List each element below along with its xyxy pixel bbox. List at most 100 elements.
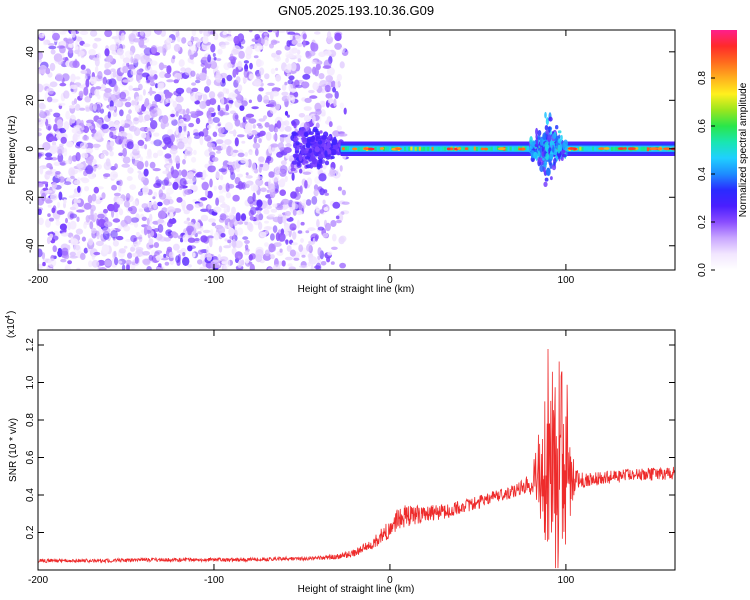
heatmap-cell	[293, 257, 300, 261]
heatmap-cell	[332, 233, 337, 242]
heatmap-cell	[189, 184, 198, 191]
heatmap-cell	[299, 185, 303, 195]
heatmap-cell	[305, 230, 310, 234]
heatmap-cell	[68, 105, 76, 109]
heatmap-cell	[59, 31, 67, 35]
heatmap-cell	[275, 50, 282, 55]
heatmap-cell	[509, 146, 512, 151]
heatmap-cell	[327, 135, 331, 139]
heatmap-cell	[463, 146, 466, 151]
heatmap-cell	[220, 143, 227, 150]
heatmap-cell	[82, 43, 91, 48]
heatmap-cell	[219, 256, 229, 262]
heatmap-cell	[309, 95, 318, 99]
heatmap-cell	[118, 248, 126, 254]
heatmap-cell	[275, 67, 279, 71]
heatmap-cell	[182, 204, 186, 211]
heatmap-cell	[92, 42, 98, 49]
heatmap-cell	[38, 263, 44, 269]
heatmap-cell	[133, 117, 139, 122]
heatmap-cell	[300, 238, 304, 243]
heatmap-cell	[111, 209, 115, 218]
heatmap-cell	[316, 163, 321, 170]
heatmap-cell	[122, 65, 129, 74]
heatmap-cell	[546, 167, 551, 177]
heatmap-cell	[223, 62, 231, 71]
colorbar: 0.0 0.2 0.4 0.6 0.8 Normalized spectral ampl…	[697, 30, 749, 277]
heatmap-cell	[193, 132, 201, 136]
heatmap-cell	[439, 147, 443, 151]
heatmap-cell	[240, 213, 247, 222]
heatmap-cell	[197, 231, 202, 235]
heatmap-cell	[91, 259, 100, 268]
heatmap-cell	[285, 135, 292, 145]
heatmap-cell	[109, 44, 118, 52]
heatmap-cell	[446, 147, 451, 151]
heatmap-cell	[168, 218, 177, 225]
heatmap-region-broadband-noise	[38, 30, 350, 270]
heatmap-cell	[63, 147, 68, 157]
heatmap-cell	[207, 204, 212, 210]
heatmap-cell	[265, 91, 272, 96]
heatmap-cell	[212, 157, 219, 162]
heatmap-cell	[431, 146, 434, 151]
heatmap-cell	[59, 160, 67, 166]
heatmap-cell	[199, 136, 204, 146]
heatmap-cell	[88, 238, 94, 246]
heatmap-cell	[628, 147, 633, 151]
heatmap-cell	[321, 134, 327, 140]
heatmap-cell	[303, 106, 312, 111]
heatmap-cell	[473, 146, 477, 151]
heatmap-cell	[265, 131, 272, 141]
heatmap-cell	[144, 114, 151, 122]
heatmap-cell	[347, 146, 350, 151]
heatmap-cell	[80, 252, 86, 260]
heatmap-cell	[73, 125, 82, 129]
heatmap-cell	[488, 147, 491, 151]
heatmap-cell	[198, 131, 204, 138]
heatmap-cell	[64, 264, 71, 270]
heatmap-cell	[245, 180, 254, 186]
heatmap-cell	[326, 116, 332, 123]
heatmap-cell	[305, 199, 312, 206]
heatmap-cell	[152, 168, 161, 172]
heatmap-cell	[325, 93, 333, 99]
heatmap-cell	[661, 146, 664, 151]
heatmap-cell	[49, 62, 56, 72]
heatmap-cell	[287, 31, 296, 35]
heatmap-cell	[253, 78, 262, 87]
heatmap-cell	[58, 176, 65, 183]
heatmap-cell	[223, 207, 227, 214]
heatmap-cell	[237, 152, 245, 158]
heatmap-cell	[291, 39, 298, 45]
heatmap-cell	[291, 242, 298, 246]
heatmap-cell	[122, 57, 131, 64]
heatmap-cell	[332, 143, 339, 150]
heatmap-cell	[215, 171, 221, 179]
heatmap-cell	[198, 201, 204, 207]
heatmap-region-carrier-band	[340, 141, 675, 156]
heatmap-cell	[225, 192, 231, 199]
heatmap-cell	[122, 156, 131, 164]
heatmap-cell	[249, 216, 255, 221]
heatmap-cell	[113, 192, 121, 197]
y-tick-label: -20	[25, 190, 36, 205]
heatmap-cell	[281, 260, 286, 267]
heatmap-cell	[273, 242, 282, 248]
heatmap-cell	[166, 37, 173, 43]
heatmap-cell	[153, 139, 162, 147]
snr-x-label: Height of straight line (km)	[298, 584, 415, 595]
heatmap-cell	[254, 33, 260, 41]
snr-x-ticks: -200 -100 0 100	[28, 330, 575, 586]
heatmap-cell	[95, 199, 101, 205]
heatmap-cell	[69, 255, 78, 259]
heatmap-cell	[227, 145, 231, 155]
heatmap-cell	[71, 30, 76, 38]
heatmap-cell	[543, 160, 548, 166]
heatmap-cell	[244, 251, 250, 256]
heatmap-cell	[95, 86, 102, 90]
heatmap-cell	[591, 146, 595, 151]
colorbar-scale	[711, 30, 737, 270]
heatmap-cell	[177, 108, 186, 114]
heatmap-cell	[102, 227, 111, 235]
